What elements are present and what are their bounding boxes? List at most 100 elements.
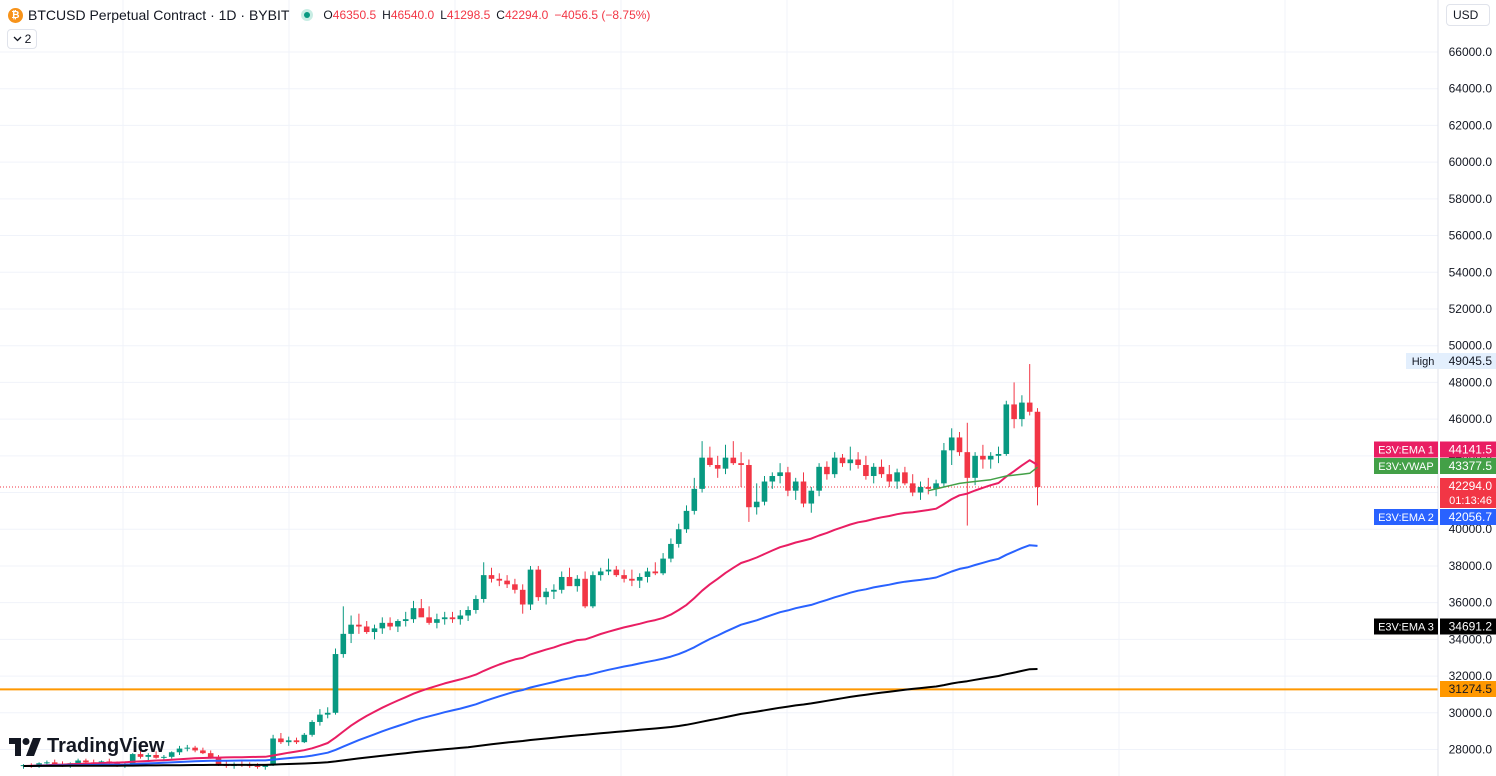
candle-body	[340, 633, 347, 655]
price-label: 31274.5	[1449, 682, 1493, 696]
candle-body	[379, 622, 386, 629]
candle-body	[1034, 411, 1041, 488]
candle-body	[551, 589, 557, 592]
price-label-box	[1440, 458, 1496, 474]
series-line-e3v-ema-1[interactable]	[23, 459, 1039, 767]
candle-body	[878, 466, 885, 475]
candle-body	[730, 457, 737, 464]
currency-button[interactable]: USD	[1446, 4, 1490, 26]
candle-body	[785, 472, 791, 491]
candle-body	[597, 571, 604, 576]
price-label: 44141.5	[1449, 443, 1493, 457]
candle-body	[504, 580, 510, 585]
y-tick-label: 52000.0	[1449, 302, 1493, 316]
series-line-e3v-ema-3[interactable]	[23, 668, 1038, 767]
candle-body	[543, 591, 549, 598]
candle-body	[863, 464, 869, 477]
candle-body	[161, 756, 167, 758]
candle-body	[675, 529, 682, 544]
candle-body	[831, 457, 838, 475]
market-status-icon[interactable]	[301, 9, 314, 21]
candle-body	[176, 748, 183, 753]
candle-body	[917, 487, 924, 493]
symbol-legend: ₿ BTCUSD Perpetual Contract · 1D · BYBIT…	[8, 5, 650, 25]
candle-body	[769, 476, 776, 482]
candle-body	[636, 576, 643, 581]
candle-body	[207, 753, 214, 758]
candle-body	[512, 584, 518, 590]
indicator-title-box	[1374, 458, 1438, 474]
candle-body	[519, 589, 526, 605]
candle-body	[184, 747, 191, 749]
indicator-title: E3V:EMA 2	[1378, 512, 1434, 524]
indicator-lines	[23, 459, 1039, 767]
candle-body	[894, 472, 900, 482]
candle-body	[332, 654, 339, 713]
candle-body	[402, 619, 409, 622]
candle-body	[1019, 402, 1025, 420]
candle-body	[301, 734, 308, 743]
y-tick-label: 30000.0	[1449, 706, 1493, 720]
indicators-collapse-button[interactable]: 2	[7, 29, 37, 49]
ohlc-change: −4056.5 (−8.75%)	[554, 8, 651, 22]
candle-body	[83, 760, 89, 763]
y-tick-label: 66000.0	[1449, 45, 1493, 59]
bitcoin-icon: ₿	[8, 7, 23, 23]
candle-body	[902, 472, 908, 484]
currency-label: USD	[1453, 8, 1479, 22]
candle-body	[855, 459, 861, 465]
candle-body	[746, 464, 752, 508]
symbol-title[interactable]: BTCUSD Perpetual Contract · 1D · BYBIT	[28, 7, 290, 23]
candle-body	[434, 619, 440, 623]
candle-body	[293, 740, 300, 743]
candle-body	[137, 754, 144, 757]
candle-body	[909, 483, 916, 493]
price-label: 42056.7	[1449, 510, 1493, 524]
candle-body	[278, 738, 284, 743]
candle-body	[738, 463, 744, 465]
series-line-e3v-vwap[interactable]	[928, 466, 1038, 492]
candle-body	[839, 457, 846, 464]
candle-body	[51, 762, 58, 765]
y-tick-label: 54000.0	[1449, 265, 1493, 279]
candle-body	[168, 752, 175, 757]
tradingview-logo[interactable]: TradingView	[9, 735, 164, 758]
candle-body	[309, 721, 315, 735]
ohlc-open: O46350.5	[323, 8, 377, 22]
high-value: 49045.5	[1449, 354, 1493, 368]
y-tick-label: 56000.0	[1449, 229, 1493, 243]
price-label-box	[1440, 441, 1496, 458]
candle-body	[535, 569, 542, 598]
candle-body	[816, 466, 822, 491]
series-line-e3v-ema-2[interactable]	[23, 544, 1038, 767]
candle-body	[722, 457, 729, 469]
price-axis: 28000.0 30000.0 32000.0 34000.0 36000.0 38000…	[1437, 0, 1493, 776]
price-label-box	[1440, 681, 1496, 697]
y-tick-label: 28000.0	[1449, 743, 1493, 757]
countdown-label: 01:13:46	[1449, 495, 1492, 507]
indicator-title-box	[1374, 509, 1438, 525]
candle-body	[200, 750, 206, 754]
candle-body	[621, 575, 627, 579]
indicator-title: E3V:EMA 3	[1378, 622, 1434, 634]
candle-body	[590, 575, 596, 607]
candle-body	[668, 543, 674, 559]
chart-grid	[0, 0, 1438, 776]
candles	[20, 364, 1041, 770]
candle-body	[285, 740, 292, 743]
candle-body	[714, 464, 721, 469]
candle-body	[605, 569, 612, 572]
candle-body	[254, 766, 261, 768]
candle-body	[418, 608, 425, 618]
candle-body	[683, 510, 690, 530]
candle-body	[449, 617, 456, 620]
candle-body	[753, 501, 760, 508]
candle-body	[870, 466, 877, 477]
y-tick-label: 50000.0	[1449, 339, 1493, 353]
candle-body	[1026, 402, 1033, 412]
y-tick-label: 60000.0	[1449, 155, 1493, 169]
candle-body	[707, 457, 713, 465]
chevron-down-icon	[13, 36, 22, 42]
y-tick-label: 36000.0	[1449, 596, 1493, 610]
